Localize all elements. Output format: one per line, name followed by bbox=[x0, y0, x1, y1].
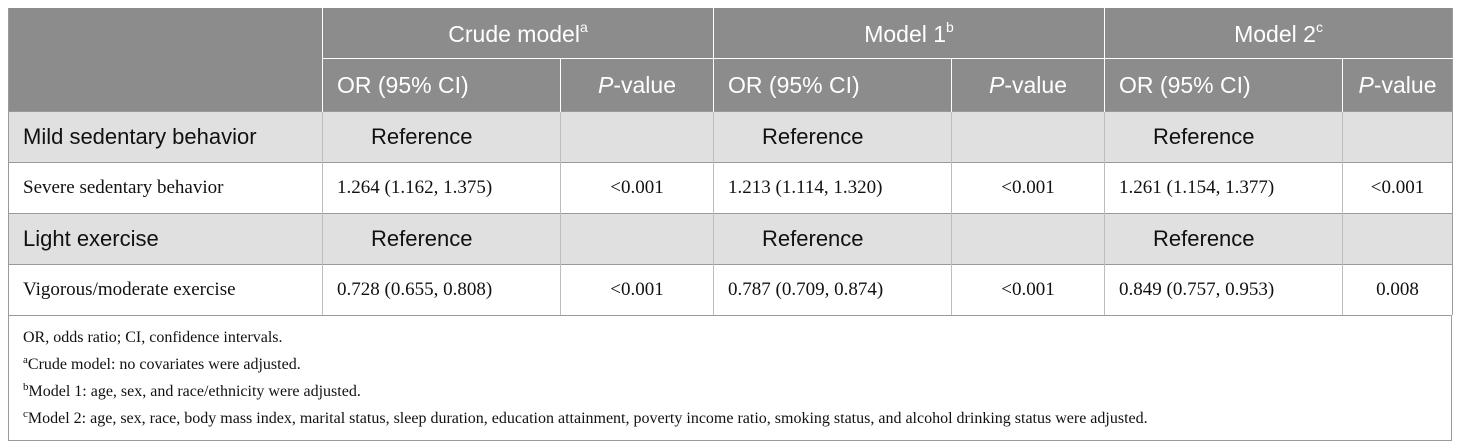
table-row: Severe sedentary behavior 1.264 (1.162, … bbox=[8, 162, 1453, 214]
header-corner-lower bbox=[9, 59, 323, 112]
table-row: Light exercise Reference Reference Refer… bbox=[8, 213, 1453, 265]
row-label: Severe sedentary behavior bbox=[8, 162, 323, 214]
header-crude-model: Crude modela bbox=[321, 8, 714, 59]
cell-p bbox=[951, 111, 1105, 163]
cell-or: Reference bbox=[1104, 111, 1343, 163]
table-row: Mild sedentary behavior Reference Refere… bbox=[8, 111, 1453, 163]
cell-or: 1.264 (1.162, 1.375) bbox=[322, 162, 561, 214]
cell-p bbox=[559, 213, 714, 265]
cell-or: Reference bbox=[713, 111, 952, 163]
cell-or: 0.728 (0.655, 0.808) bbox=[322, 264, 561, 315]
footnote-c: cModel 2: age, sex, race, body mass inde… bbox=[23, 408, 1148, 427]
header-p-value: P-value bbox=[951, 58, 1105, 112]
cell-p bbox=[1342, 213, 1453, 265]
cell-p: <0.001 bbox=[951, 162, 1105, 214]
cell-or: Reference bbox=[322, 213, 561, 265]
cell-p bbox=[559, 111, 714, 163]
cell-or: 1.213 (1.114, 1.320) bbox=[713, 162, 952, 214]
cell-or: 1.261 (1.154, 1.377) bbox=[1104, 162, 1343, 214]
results-table-container: Crude modela Model 1b Model 2c OR (95% C… bbox=[8, 8, 1454, 441]
header-or-ci: OR (95% CI) bbox=[322, 58, 561, 112]
cell-or: 0.787 (0.709, 0.874) bbox=[713, 264, 952, 315]
cell-p bbox=[951, 213, 1105, 265]
footnote-a: aCrude model: no covariates were adjuste… bbox=[23, 354, 301, 373]
header-row-models: Crude modela Model 1b Model 2c bbox=[8, 8, 1453, 59]
header-or-ci: OR (95% CI) bbox=[713, 58, 952, 112]
cell-p: <0.001 bbox=[559, 162, 714, 214]
header-corner bbox=[9, 8, 323, 59]
header-row-measures: OR (95% CI) P-value OR (95% CI) P-value … bbox=[8, 58, 1453, 112]
table-row: Vigorous/moderate exercise 0.728 (0.655,… bbox=[8, 264, 1453, 315]
cell-p bbox=[1342, 111, 1453, 163]
header-or-ci: OR (95% CI) bbox=[1104, 58, 1343, 112]
cell-or: 0.849 (0.757, 0.953) bbox=[1104, 264, 1343, 315]
header-model-2: Model 2c bbox=[1104, 8, 1453, 59]
footnote-b: bModel 1: age, sex, and race/ethnicity w… bbox=[23, 381, 361, 400]
header-model-1: Model 1b bbox=[713, 8, 1105, 59]
header-p-value: P-value bbox=[559, 58, 714, 112]
cell-or: Reference bbox=[1104, 213, 1343, 265]
row-label: Mild sedentary behavior bbox=[8, 111, 323, 163]
cell-or: Reference bbox=[322, 111, 561, 163]
table-footnotes: OR, odds ratio; CI, confidence intervals… bbox=[8, 315, 1452, 441]
cell-p: 0.008 bbox=[1342, 264, 1453, 315]
footnote-abbreviations: OR, odds ratio; CI, confidence intervals… bbox=[23, 329, 283, 346]
cell-or: Reference bbox=[713, 213, 952, 265]
cell-p: <0.001 bbox=[1342, 162, 1453, 214]
odds-ratio-table: Crude modela Model 1b Model 2c OR (95% C… bbox=[8, 8, 1454, 315]
cell-p: <0.001 bbox=[559, 264, 714, 315]
row-label: Vigorous/moderate exercise bbox=[8, 264, 323, 315]
cell-p: <0.001 bbox=[951, 264, 1105, 315]
header-p-value: P-value bbox=[1342, 58, 1453, 112]
row-label: Light exercise bbox=[8, 213, 323, 265]
